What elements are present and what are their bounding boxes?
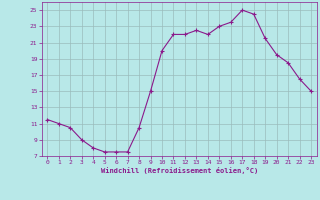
- X-axis label: Windchill (Refroidissement éolien,°C): Windchill (Refroidissement éolien,°C): [100, 167, 258, 174]
